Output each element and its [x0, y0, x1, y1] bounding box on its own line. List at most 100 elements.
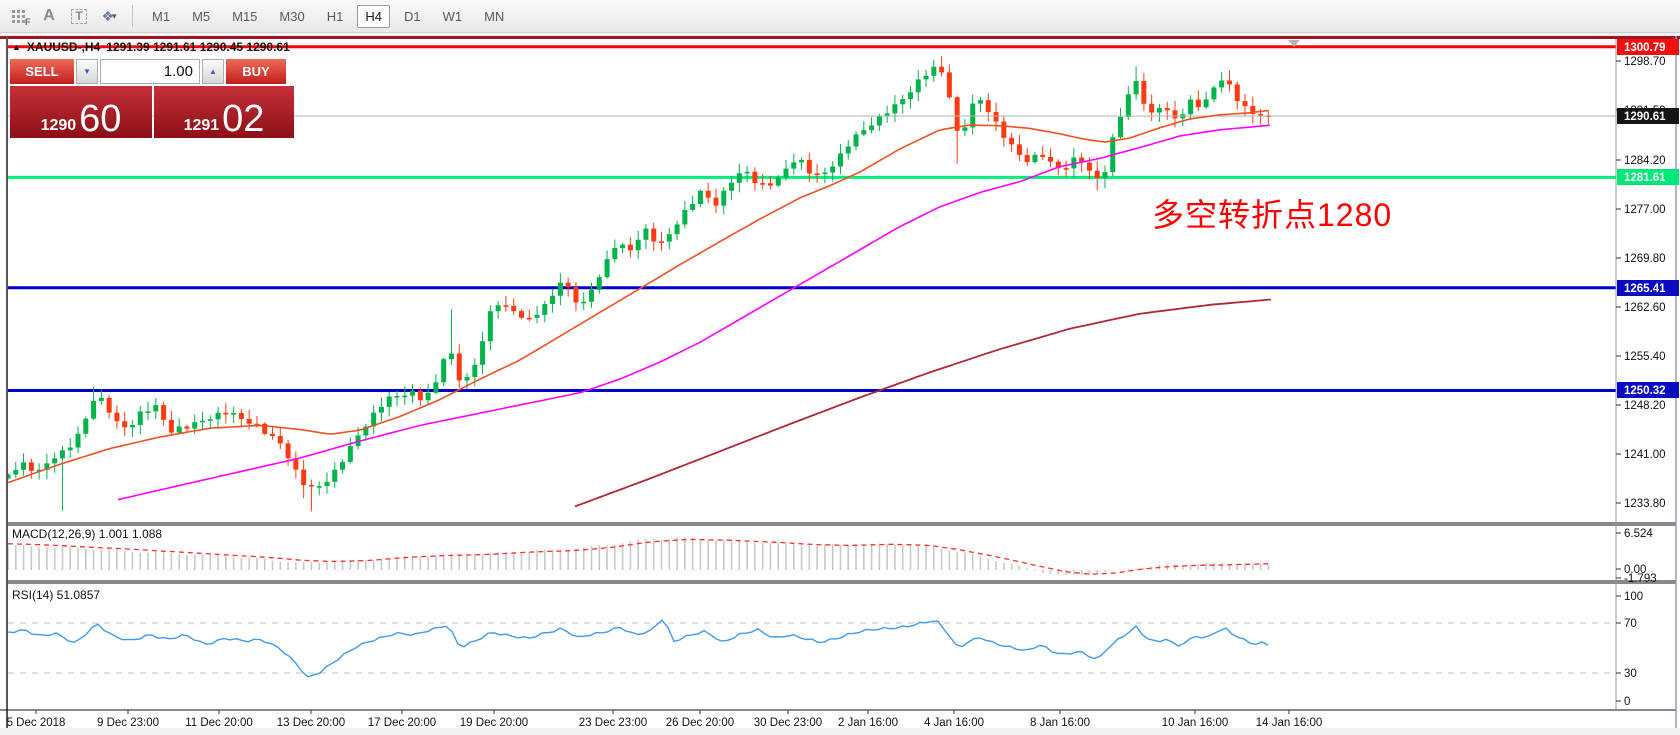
candle-body: [596, 277, 602, 290]
candle-body: [254, 423, 260, 426]
candle-body: [472, 364, 478, 377]
candle-body: [1133, 80, 1139, 95]
date-tick-label: 2 Jan 16:00: [838, 717, 898, 729]
timeframe-m15-button[interactable]: M15: [224, 5, 265, 28]
candle-body: [293, 458, 299, 470]
candle-body: [760, 183, 766, 185]
candle-body: [1009, 137, 1015, 145]
rsi-indicator-label: RSI(14) 51.0857: [12, 588, 101, 602]
candle-body: [161, 405, 167, 420]
candle-body: [1094, 170, 1100, 178]
indicator-grid-f-icon[interactable]: F: [6, 4, 32, 28]
candle-body: [145, 411, 151, 413]
date-tick-label: 30 Dec 23:00: [754, 717, 822, 729]
candle-body: [503, 305, 509, 307]
candle-body: [44, 463, 50, 470]
candle-body: [1149, 103, 1155, 113]
price-badge-bg: [1617, 169, 1679, 185]
candle-body: [978, 100, 983, 104]
macd-tick-label: -1.793: [1624, 573, 1657, 585]
candle-body: [861, 130, 867, 135]
timeframe-d1-button[interactable]: D1: [396, 5, 429, 28]
sell-price-box[interactable]: 1290 60: [10, 86, 152, 138]
date-tick-label: 14 Jan 16:00: [1256, 717, 1323, 729]
candle-body: [869, 125, 875, 131]
price-badge-bg: [1617, 280, 1679, 296]
buy-price-box[interactable]: 1291 02: [154, 86, 294, 138]
candle-body: [277, 436, 283, 444]
timeframe-h4-button[interactable]: H4: [357, 4, 390, 28]
timeframe-w1-button[interactable]: W1: [435, 5, 471, 28]
candle-body: [378, 406, 384, 413]
chart-shift-marker-icon[interactable]: [1288, 40, 1300, 47]
candle-body: [386, 396, 392, 407]
candle-body: [301, 469, 307, 485]
volume-increase-button[interactable]: ▲: [202, 59, 224, 84]
candle-body: [480, 341, 486, 365]
price-badge-value: 1290.61: [1624, 111, 1666, 123]
timeframe-m5-button[interactable]: M5: [184, 5, 218, 28]
font-a-icon[interactable]: A: [43, 7, 55, 24]
candle-body: [285, 443, 291, 459]
sell-price-small: 1290: [40, 117, 77, 135]
window-top-border: [0, 36, 1680, 39]
timeframe-h1-button[interactable]: H1: [319, 5, 352, 28]
candle-body: [363, 426, 369, 436]
ma-mid-line: [117, 124, 1271, 501]
candle-body: [853, 134, 859, 147]
candle-body: [137, 411, 143, 425]
date-tick-label: 19 Dec 20:00: [460, 717, 528, 729]
candle-body: [822, 172, 828, 175]
one-click-trading-panel: SELL ▼ ▲ BUY 1290 60 1291 02: [10, 59, 296, 138]
candle-body: [1250, 106, 1256, 115]
macd-signal-line: [8, 538, 1269, 575]
buy-button[interactable]: BUY: [226, 59, 286, 84]
arrange-objects-icon[interactable]: ❖ ▾: [101, 7, 117, 24]
chart-window-background: [0, 36, 1680, 735]
candle-body: [371, 412, 377, 427]
timeframe-m1-button[interactable]: M1: [144, 5, 178, 28]
candle-body: [308, 484, 314, 487]
ma-slow-line: [574, 298, 1272, 508]
dropdown-caret-icon: ▾: [112, 10, 117, 21]
candle-body: [200, 420, 205, 423]
candle-body: [1024, 154, 1030, 163]
candle-body: [612, 247, 618, 260]
candle-body: [1102, 172, 1108, 178]
candle-body: [270, 433, 276, 437]
candle-body: [98, 397, 104, 402]
candle-body: [806, 159, 812, 174]
candle-body: [729, 182, 735, 191]
candle-body: [744, 171, 750, 174]
candle-body: [207, 419, 213, 421]
toolbar-separator: [132, 5, 133, 27]
bottom-strip: [0, 728, 1680, 735]
rsi-line: [8, 619, 1269, 678]
candle-body: [316, 486, 322, 488]
trade-controls-row: SELL ▼ ▲ BUY: [10, 59, 296, 84]
timeframe-mn-button[interactable]: MN: [476, 5, 512, 28]
candle-body: [674, 224, 680, 235]
candle-body: [36, 469, 42, 472]
candle-body: [557, 282, 563, 296]
candle-body: [1032, 154, 1038, 163]
candle-body: [441, 359, 447, 383]
candle-body: [589, 289, 594, 302]
candle-body: [721, 190, 727, 206]
text-label-icon[interactable]: T: [66, 4, 92, 28]
candle-body: [1242, 101, 1248, 107]
timeframe-m30-button[interactable]: M30: [271, 5, 312, 28]
candle-body: [550, 295, 556, 304]
sell-button[interactable]: SELL: [10, 59, 74, 84]
candle-body: [627, 244, 633, 251]
candle-body: [814, 173, 820, 176]
candle-body: [487, 311, 493, 342]
chart-annotation-text: 多空转折点1280: [1152, 197, 1393, 233]
candle-body: [114, 412, 120, 422]
volume-decrease-button[interactable]: ▼: [76, 59, 98, 84]
candle-body: [262, 423, 268, 434]
candle-body: [59, 450, 65, 459]
date-tick-label: 26 Dec 20:00: [666, 717, 734, 729]
volume-input[interactable]: [100, 59, 200, 84]
